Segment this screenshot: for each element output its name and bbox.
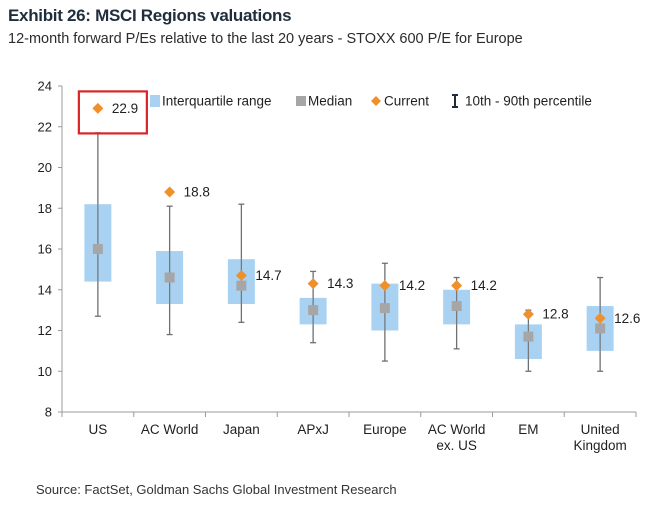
current-marker [522, 308, 534, 320]
current-marker [451, 280, 463, 292]
y-tick-label: 16 [38, 242, 52, 257]
current-value-label: 14.3 [327, 276, 353, 291]
x-category-label: APxJ [297, 422, 329, 437]
legend-swatch-median [296, 96, 306, 106]
x-category-label: AC World ex. US [428, 422, 486, 453]
source-note: Source: FactSet, Goldman Sachs Global In… [36, 482, 397, 497]
median-marker [523, 331, 534, 342]
current-marker [594, 312, 606, 324]
y-tick-label: 12 [38, 323, 52, 338]
legend-label-median: Median [308, 94, 352, 109]
legend-label-current: Current [384, 94, 429, 109]
y-tick-label: 10 [38, 364, 52, 379]
x-category-label: Europe [363, 422, 407, 437]
y-tick-label: 22 [38, 119, 52, 134]
x-category-label: AC World [141, 422, 199, 437]
median-marker [92, 244, 103, 254]
axis-layer: 8 10 12 14 16 18 20 22 24 US AC World Japan APxJ Euro… [38, 79, 637, 453]
x-category-label: Japan [223, 422, 260, 437]
median-marker [164, 272, 175, 283]
chart-subtitle: 12-month forward P/Es relative to the la… [8, 31, 523, 47]
y-tick-label: 18 [38, 201, 52, 216]
legend-swatch-iqr [150, 95, 160, 107]
current-marker [307, 278, 319, 290]
median-marker [451, 301, 462, 312]
current-marker [235, 269, 247, 281]
current-value-label: 14.2 [399, 278, 425, 293]
legend-label-whisker: 10th - 90th percentile [465, 94, 592, 109]
current-marker [379, 280, 391, 292]
chart-marks: 22.9 18.8 14.7 14.3 14.2 14.2 12.8 12.6 [77, 90, 640, 372]
current-value-label: 14.2 [471, 278, 497, 293]
x-category-label: United Kingdom [573, 422, 626, 453]
current-value-label: 22.9 [112, 101, 138, 116]
current-marker [92, 102, 104, 114]
current-marker [164, 186, 176, 198]
legend: Interquartile range Median Current 10th - 9… [150, 94, 592, 109]
median-marker [308, 305, 319, 316]
median-marker [595, 323, 606, 334]
chart-title: Exhibit 26: MSCI Regions valuations [8, 6, 292, 25]
median-marker [379, 303, 390, 314]
current-value-label: 12.6 [614, 311, 640, 326]
y-tick-label: 14 [38, 282, 52, 297]
highlight-box [77, 90, 148, 135]
legend-label-iqr: Interquartile range [162, 94, 272, 109]
x-category-label: EM [518, 422, 538, 437]
median-marker [236, 280, 247, 291]
y-tick-label: 8 [45, 405, 52, 420]
legend-swatch-current [371, 96, 381, 106]
y-tick-label: 20 [38, 160, 52, 175]
x-category-label: US [88, 422, 107, 437]
y-tick-label: 24 [38, 79, 52, 94]
current-value-label: 14.7 [255, 268, 281, 283]
current-value-label: 12.8 [542, 307, 568, 322]
current-value-label: 18.8 [184, 184, 210, 199]
